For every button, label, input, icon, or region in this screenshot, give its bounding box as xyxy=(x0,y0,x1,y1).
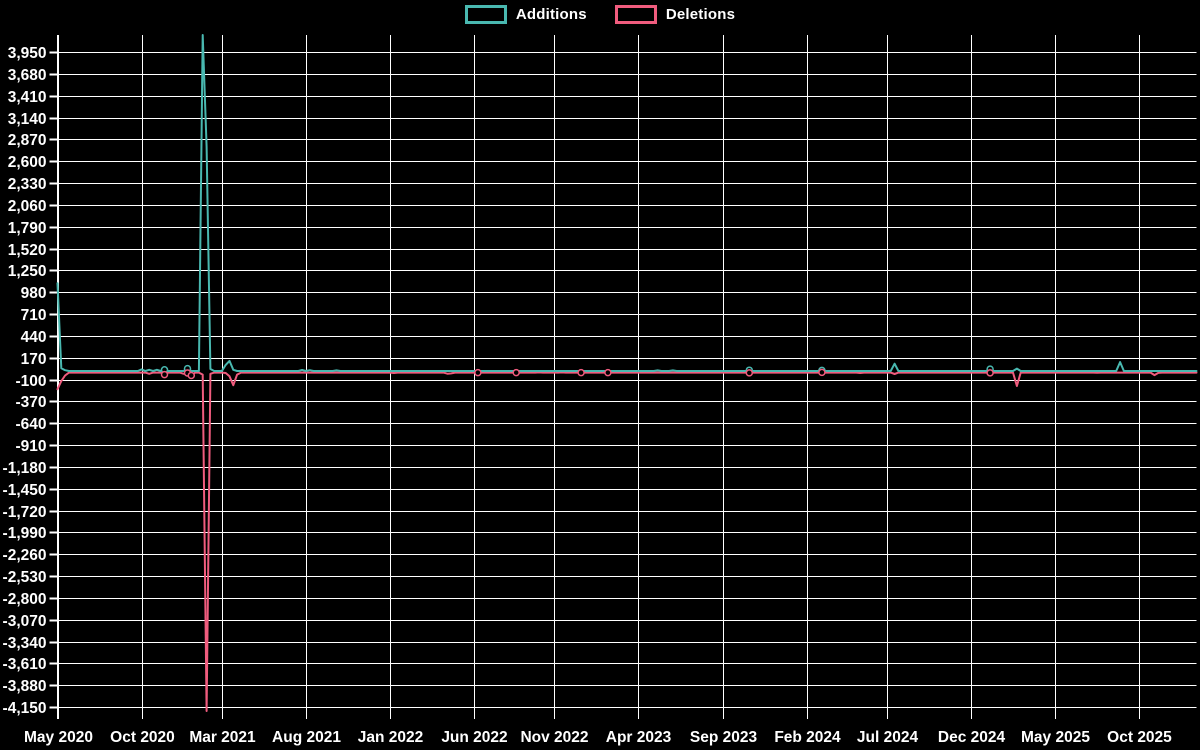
y-axis-tick-label: -3,610 xyxy=(3,656,47,673)
x-axis-tick-label: Mar 2021 xyxy=(189,729,256,746)
y-axis-tick-label: -370 xyxy=(15,394,46,411)
deletions-swatch-icon xyxy=(614,5,657,24)
y-axis-tick-label: 980 xyxy=(21,285,47,302)
y-axis-tick-label: -3,340 xyxy=(3,635,47,652)
y-axis-tick-label: -640 xyxy=(15,416,46,433)
legend-item-additions[interactable]: Additions xyxy=(464,5,587,24)
y-axis-tick-label: 710 xyxy=(21,307,47,324)
x-axis-tick-label: Oct 2020 xyxy=(110,729,175,746)
y-axis-tick-label: -4,150 xyxy=(3,700,47,717)
x-axis-tick-label: May 2025 xyxy=(1021,729,1090,746)
y-axis-tick-label: -1,990 xyxy=(3,525,47,542)
deletions-point-marker[interactable] xyxy=(818,368,826,377)
deletions-point-marker[interactable] xyxy=(745,369,754,377)
x-axis-tick-label: Jan 2022 xyxy=(358,729,424,746)
y-axis-tick-label: -2,530 xyxy=(3,569,47,586)
y-axis-tick-label: -910 xyxy=(15,438,46,455)
x-axis-tick-label: May 2020 xyxy=(24,729,93,746)
y-axis-tick-label: 2,870 xyxy=(8,132,47,149)
deletions-point-marker[interactable] xyxy=(986,369,994,377)
x-axis-tick-label: Dec 2024 xyxy=(938,729,1006,746)
y-axis-tick-label: -1,450 xyxy=(3,482,47,499)
additions-line[interactable] xyxy=(56,34,1198,372)
y-axis-tick-label: -1,720 xyxy=(3,504,47,521)
x-axis-tick-label: Jun 2022 xyxy=(441,729,507,746)
y-axis-tick-label: -2,800 xyxy=(3,591,47,608)
y-axis-tick-label: 2,330 xyxy=(8,176,47,193)
deletions-point-marker[interactable] xyxy=(512,368,520,377)
y-axis-tick-label: 2,600 xyxy=(8,154,47,171)
y-axis-tick-label: 3,950 xyxy=(8,45,47,62)
y-axis-tick-label: -2,260 xyxy=(3,547,47,564)
y-axis-tick-label: -100 xyxy=(15,373,46,390)
x-axis-tick-label: Feb 2024 xyxy=(774,729,841,746)
x-axis-tick-label: Sep 2023 xyxy=(690,729,758,746)
y-axis-tick-label: 3,680 xyxy=(8,67,47,84)
deletions-point-marker[interactable] xyxy=(604,368,612,377)
x-axis-tick-label: Nov 2022 xyxy=(520,729,588,746)
additions-swatch-icon xyxy=(464,5,507,24)
y-axis-tick-label: -1,180 xyxy=(3,460,47,477)
x-axis-tick-label: Apr 2023 xyxy=(606,729,672,746)
y-axis-tick-label: 1,520 xyxy=(8,242,47,259)
y-axis-tick-label: 3,140 xyxy=(8,111,47,128)
y-axis-tick-label: 2,060 xyxy=(8,198,47,215)
y-axis-tick-label: 170 xyxy=(21,351,47,368)
legend-label-additions: Additions xyxy=(515,6,587,23)
chart-legend: Additions Deletions xyxy=(0,5,1200,24)
deletions-point-marker[interactable] xyxy=(474,368,482,377)
y-axis-tick-label: 1,250 xyxy=(8,263,47,280)
x-axis-tick-label: Aug 2021 xyxy=(272,729,341,746)
deletions-point-marker[interactable] xyxy=(577,368,585,377)
deletions-point-marker[interactable] xyxy=(160,370,169,379)
y-axis-tick-label: -3,880 xyxy=(3,678,47,695)
y-axis-tick-label: 440 xyxy=(21,329,47,346)
x-axis-tick-label: Oct 2025 xyxy=(1107,729,1172,746)
y-axis-tick-label: 1,790 xyxy=(8,220,47,237)
deletions-point-marker[interactable] xyxy=(187,371,196,380)
deletions-line[interactable] xyxy=(56,371,1198,712)
x-axis-tick-label: Jul 2024 xyxy=(857,729,919,746)
legend-item-deletions[interactable]: Deletions xyxy=(614,5,736,24)
y-axis-tick-label: 3,410 xyxy=(8,89,47,106)
legend-label-deletions: Deletions xyxy=(665,6,736,23)
y-axis-tick-label: -3,070 xyxy=(3,613,47,630)
